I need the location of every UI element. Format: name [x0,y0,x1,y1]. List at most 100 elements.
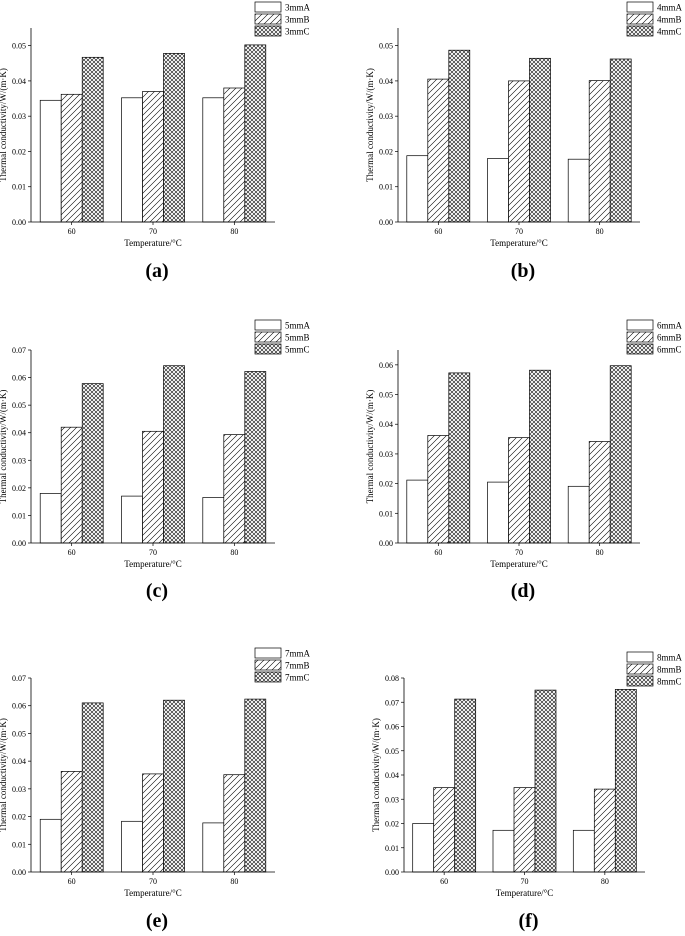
y-tick-label: 0.03 [379,112,393,121]
chart-panel-3: 0.00 0.01 0.02 0.03 0.04 0.05 0.06 0.07 60 70 80 Te… [0,319,311,602]
bar-4mmC-60 [448,49,471,223]
bar-8mmA-70 [492,829,515,873]
y-axis-label: Thermal conductivity/W/(m·K) [365,68,375,182]
y-tick-label: 0.00 [12,868,26,877]
panel-label: (f) [519,910,539,932]
y-tick-label: 0.07 [385,698,399,707]
bar-7mmC-70 [163,699,185,873]
legend-label: 6mmB [657,333,682,343]
bar-5mmA-80 [202,497,225,544]
bar-5mmC-70 [163,365,185,544]
x-tick-label: 70 [521,877,529,886]
legend-swatch-8mmB [626,663,654,675]
legend-label: 8mmC [657,677,682,687]
x-tick-label: 60 [440,877,448,886]
legend-label: 4mmC [657,27,682,37]
bar-5mmB-60 [60,426,83,544]
x-tick-label: 80 [596,548,604,557]
x-tick-label: 70 [149,227,157,236]
y-tick-label: 0.05 [379,42,393,51]
bar-6mmA-70 [487,481,509,544]
panel-label: (e) [146,910,168,932]
x-tick-label: 60 [68,877,76,886]
y-tick-label: 0.03 [12,456,26,465]
y-tick-label: 0.04 [12,429,26,438]
legend-swatch-7mmB [254,659,282,671]
y-tick-label: 0.05 [12,42,26,51]
bar-7mmA-80 [202,822,225,873]
legend-label: 4mmB [657,15,682,25]
y-tick-label: 0.00 [379,539,393,548]
bar-8mmB-70 [513,787,536,873]
x-axis-label: Temperature/°C [124,238,181,248]
legend-label: 3mmA [285,3,311,13]
y-axis-label: Thermal conductivity/W/(m·K) [0,718,8,832]
x-axis-label: Temperature/°C [124,888,181,898]
legend-swatch-4mmA [626,1,654,13]
bar-3mmB-60 [60,93,83,223]
bar-7mmC-80 [244,698,267,873]
legend-swatch-6mmA [626,319,654,331]
y-tick-label: 0.04 [12,757,26,766]
y-tick-label: 0.06 [12,374,26,383]
y-tick-label: 0.07 [12,346,26,355]
y-axis-label: Thermal conductivity/W/(m·K) [365,390,375,504]
y-tick-label: 0.02 [379,480,393,489]
bar-3mmB-80 [223,87,246,223]
legend-swatch-6mmC [626,343,654,355]
bar-5mmA-70 [121,495,143,544]
bar-6mmA-80 [567,485,590,544]
y-tick-label: 0.06 [379,361,393,370]
x-tick-label: 80 [230,227,238,236]
x-tick-label: 60 [434,227,442,236]
y-tick-label: 0.06 [12,702,26,711]
y-tick-label: 0.04 [379,420,393,429]
x-axis-label: Temperature/°C [490,238,547,248]
bar-8mmA-60 [412,823,435,873]
chart-panel-4: 0.00 0.01 0.02 0.03 0.04 0.05 0.06 60 70 80 Temper… [365,319,683,602]
y-tick-label: 0.01 [379,509,393,518]
bar-4mmC-80 [609,58,632,223]
legend-label: 3mmB [285,15,310,25]
chart-panel-2: 0.00 0.01 0.02 0.03 0.04 0.05 60 70 80 Temperatur… [365,1,683,282]
bar-3mmA-80 [202,97,225,223]
bar-5mmB-80 [223,434,246,544]
bar-3mmC-80 [244,44,267,223]
y-tick-label: 0.00 [12,539,26,548]
bar-6mmB-60 [427,435,450,544]
x-tick-label: 80 [230,548,238,557]
y-tick-label: 0.01 [379,183,393,192]
legend-label: 3mmC [285,27,310,37]
bar-4mmA-60 [406,155,429,223]
bar-6mmC-60 [448,372,471,544]
bar-3mmA-70 [121,97,143,223]
bar-8mmA-80 [572,829,595,873]
panel-label: (b) [511,260,535,282]
legend-label: 6mmC [657,345,682,355]
x-tick-label: 70 [149,548,157,557]
legend-label: 5mmB [285,333,310,343]
bar-8mmB-60 [433,787,456,873]
bar-6mmB-80 [588,441,611,544]
bar-7mmA-70 [121,820,143,873]
y-tick-label: 0.03 [12,785,26,794]
bar-7mmB-60 [60,771,83,873]
bar-7mmB-80 [223,774,246,873]
legend-swatch-5mmB [254,331,282,343]
legend-swatch-3mmA [254,1,282,13]
legend-label: 7mmC [285,673,310,683]
legend-swatch-4mmB [626,13,654,25]
y-tick-label: 0.01 [12,183,26,192]
panel-label: (d) [511,580,535,602]
y-tick-label: 0.05 [379,391,393,400]
bar-6mmB-70 [508,437,530,544]
y-tick-label: 0.04 [385,771,399,780]
y-tick-label: 0.00 [12,218,26,227]
y-tick-label: 0.02 [379,147,393,156]
y-tick-label: 0.02 [12,484,26,493]
y-tick-label: 0.05 [12,401,26,410]
y-tick-label: 0.03 [12,112,26,121]
y-tick-label: 0.00 [379,218,393,227]
legend-label: 5mmC [285,345,310,355]
